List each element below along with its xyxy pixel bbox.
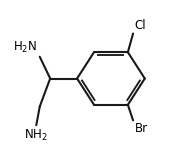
Text: Cl: Cl	[135, 19, 146, 32]
Text: Br: Br	[135, 122, 148, 135]
Text: NH$_2$: NH$_2$	[24, 127, 48, 143]
Text: H$_2$N: H$_2$N	[13, 40, 37, 55]
